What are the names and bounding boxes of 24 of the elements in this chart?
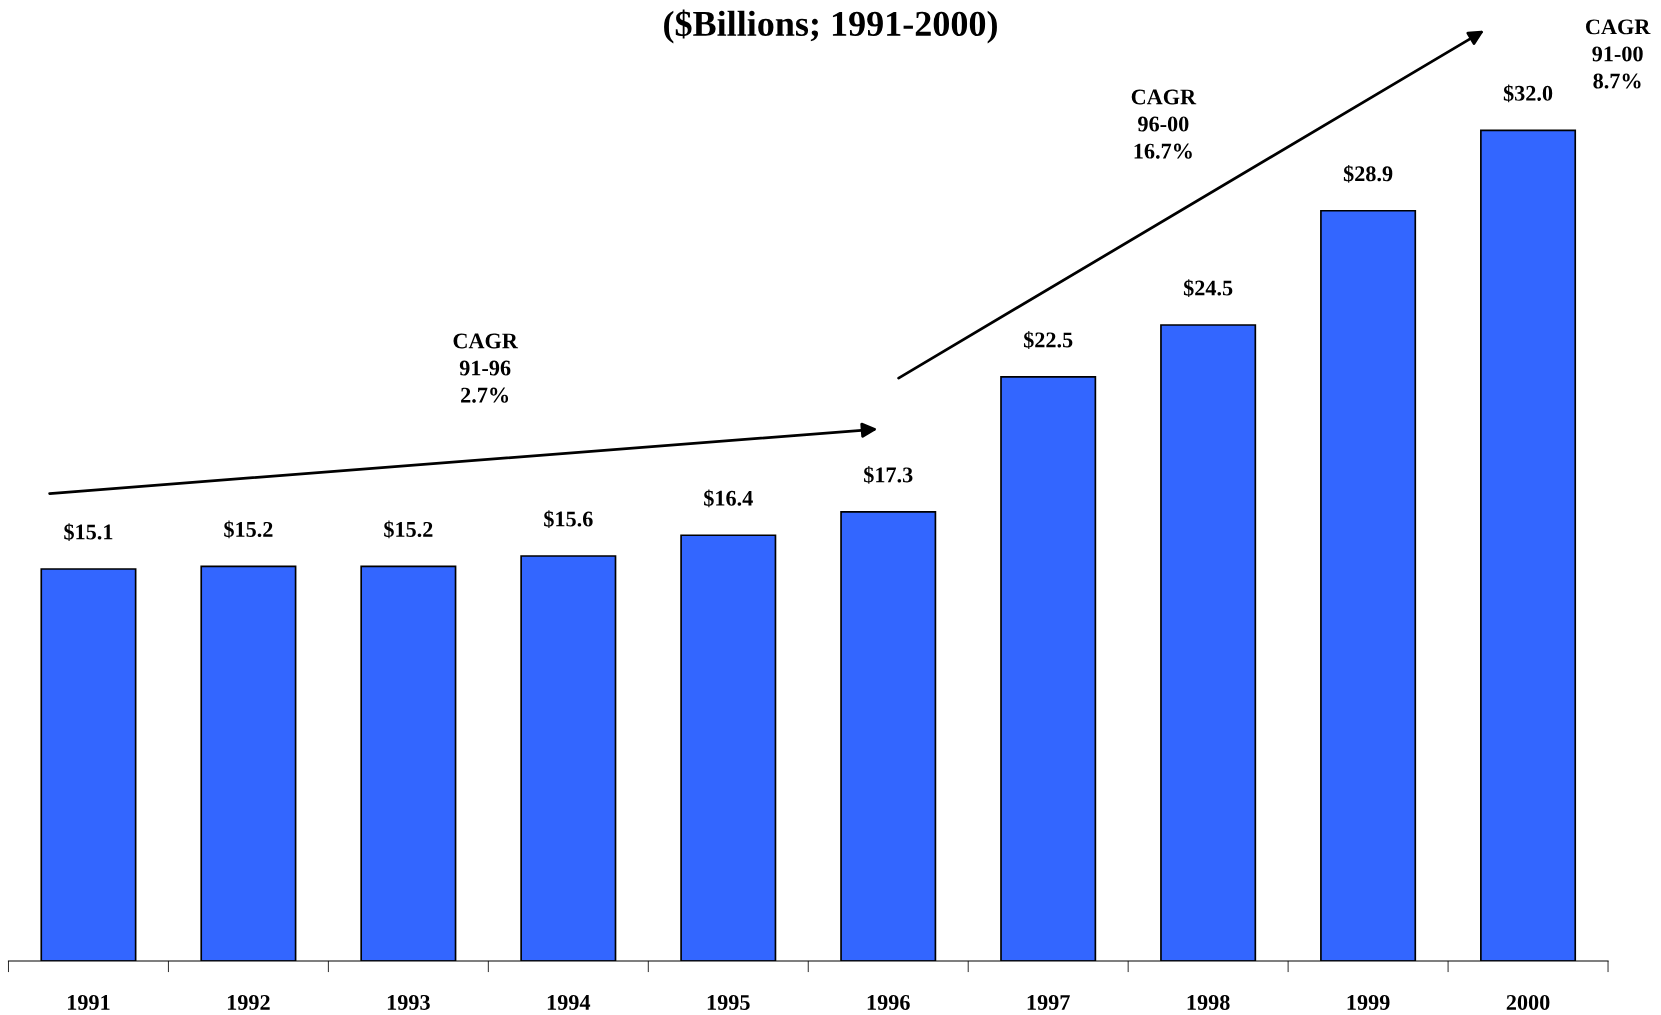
data-label: $15.1 — [64, 523, 113, 541]
x-tick-label: 1993 — [387, 995, 430, 1010]
data-label: $32.0 — [1503, 84, 1553, 103]
x-tick-label: 1991 — [68, 995, 110, 1010]
text: CAGR 91-00 8.7% — [1586, 19, 1651, 89]
data-label: $16.4 — [704, 489, 753, 508]
chart-title: ($Billions; 1991-2000) — [664, 9, 997, 44]
data-label: $28.9 — [1343, 164, 1393, 183]
x-tick-label: 1994 — [547, 995, 591, 1010]
x-tick-label: 1997 — [1027, 995, 1070, 1010]
x-tick-label: 2000 — [1506, 994, 1550, 1010]
data-label: $22.5 — [1023, 331, 1073, 349]
annotation: CAGR 96-00 16.7% — [1131, 89, 1197, 159]
x-tick-label: 1992 — [227, 995, 270, 1010]
data-label: $15.2 — [384, 520, 433, 539]
data-label: $24.5 — [1183, 279, 1233, 297]
annotation: CAGR 91-96 2.7% — [453, 333, 519, 403]
x-tick-label: 1995 — [707, 995, 750, 1010]
data-label: $17.3 — [864, 466, 913, 484]
data-label: $15.2 — [224, 520, 273, 539]
x-tick-label: 1999 — [1347, 995, 1390, 1010]
x-tick-label: 1998 — [1187, 994, 1230, 1010]
data-label: $15.6 — [544, 510, 593, 528]
x-tick-label: 1996 — [867, 995, 910, 1010]
